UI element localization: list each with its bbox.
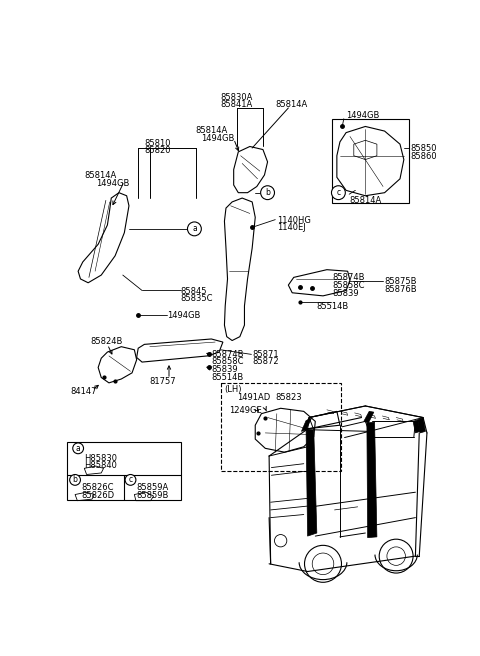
- Text: H85830: H85830: [84, 454, 117, 462]
- Text: 85824B: 85824B: [90, 337, 123, 346]
- Text: 85814A: 85814A: [275, 100, 308, 110]
- Text: c: c: [336, 188, 340, 197]
- Text: 85872: 85872: [252, 358, 279, 367]
- Text: b: b: [72, 476, 77, 484]
- Text: (LH): (LH): [225, 385, 242, 394]
- Text: 85871: 85871: [252, 350, 279, 359]
- Text: a: a: [76, 444, 81, 453]
- Text: a: a: [192, 224, 197, 234]
- Text: 1249GE: 1249GE: [229, 406, 262, 415]
- Text: 85826C: 85826C: [81, 483, 114, 492]
- Polygon shape: [364, 411, 374, 423]
- Text: 85858C: 85858C: [332, 281, 365, 290]
- Text: 85839: 85839: [211, 365, 238, 374]
- Text: 85823: 85823: [275, 393, 302, 402]
- Text: 85810: 85810: [144, 139, 171, 148]
- Circle shape: [261, 186, 275, 199]
- Bar: [221, 383, 341, 472]
- Text: 84147: 84147: [71, 387, 97, 396]
- Text: 85835C: 85835C: [180, 295, 213, 303]
- Text: c: c: [129, 476, 132, 484]
- Text: 85859B: 85859B: [137, 491, 169, 500]
- Text: 85830A: 85830A: [221, 92, 253, 102]
- Text: 85874B: 85874B: [211, 350, 244, 359]
- Bar: [67, 442, 181, 500]
- Circle shape: [188, 222, 201, 236]
- Polygon shape: [367, 422, 377, 538]
- Text: 1494GB: 1494GB: [201, 134, 235, 143]
- Text: 1494GB: 1494GB: [96, 179, 129, 188]
- Polygon shape: [418, 417, 425, 433]
- Text: 85514B: 85514B: [211, 373, 243, 382]
- Text: 85860: 85860: [411, 152, 437, 161]
- Text: 85814A: 85814A: [195, 127, 228, 135]
- Text: 85876B: 85876B: [384, 285, 417, 294]
- Text: 85820: 85820: [144, 146, 171, 155]
- Text: 1494GB: 1494GB: [346, 111, 380, 120]
- Text: 85826D: 85826D: [81, 491, 114, 500]
- Text: 85514B: 85514B: [317, 302, 349, 311]
- Text: 85814A: 85814A: [349, 195, 382, 205]
- Text: 1491AD: 1491AD: [237, 393, 270, 402]
- Circle shape: [332, 186, 345, 199]
- Text: 1140HG: 1140HG: [277, 216, 311, 225]
- Text: 81757: 81757: [150, 377, 176, 386]
- Polygon shape: [301, 419, 312, 432]
- Text: 1494GB: 1494GB: [168, 311, 201, 320]
- Text: 85874B: 85874B: [332, 273, 365, 282]
- Circle shape: [125, 474, 136, 485]
- Bar: [332, 119, 409, 203]
- Text: 85845: 85845: [180, 287, 207, 296]
- Circle shape: [70, 474, 81, 485]
- Text: 85839: 85839: [332, 289, 359, 298]
- Text: b: b: [265, 188, 270, 197]
- Text: 1140EJ: 1140EJ: [277, 224, 306, 232]
- Text: 85875B: 85875B: [384, 277, 417, 287]
- Text: 85841A: 85841A: [221, 100, 253, 110]
- Text: 85814A: 85814A: [84, 171, 117, 180]
- Text: 85850: 85850: [411, 144, 437, 153]
- Text: H85840: H85840: [84, 461, 117, 470]
- Polygon shape: [306, 429, 317, 536]
- Text: 85859A: 85859A: [137, 483, 169, 492]
- Text: 85858C: 85858C: [211, 358, 244, 367]
- Circle shape: [73, 443, 84, 454]
- Polygon shape: [413, 420, 420, 433]
